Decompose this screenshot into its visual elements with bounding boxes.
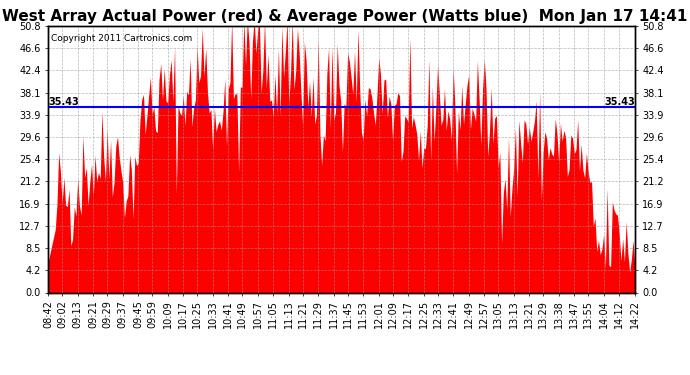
Text: West Array Actual Power (red) & Average Power (Watts blue)  Mon Jan 17 14:41: West Array Actual Power (red) & Average … [2, 9, 688, 24]
Text: 35.43: 35.43 [48, 97, 79, 107]
Text: 35.43: 35.43 [604, 97, 635, 107]
Text: Copyright 2011 Cartronics.com: Copyright 2011 Cartronics.com [51, 34, 193, 43]
